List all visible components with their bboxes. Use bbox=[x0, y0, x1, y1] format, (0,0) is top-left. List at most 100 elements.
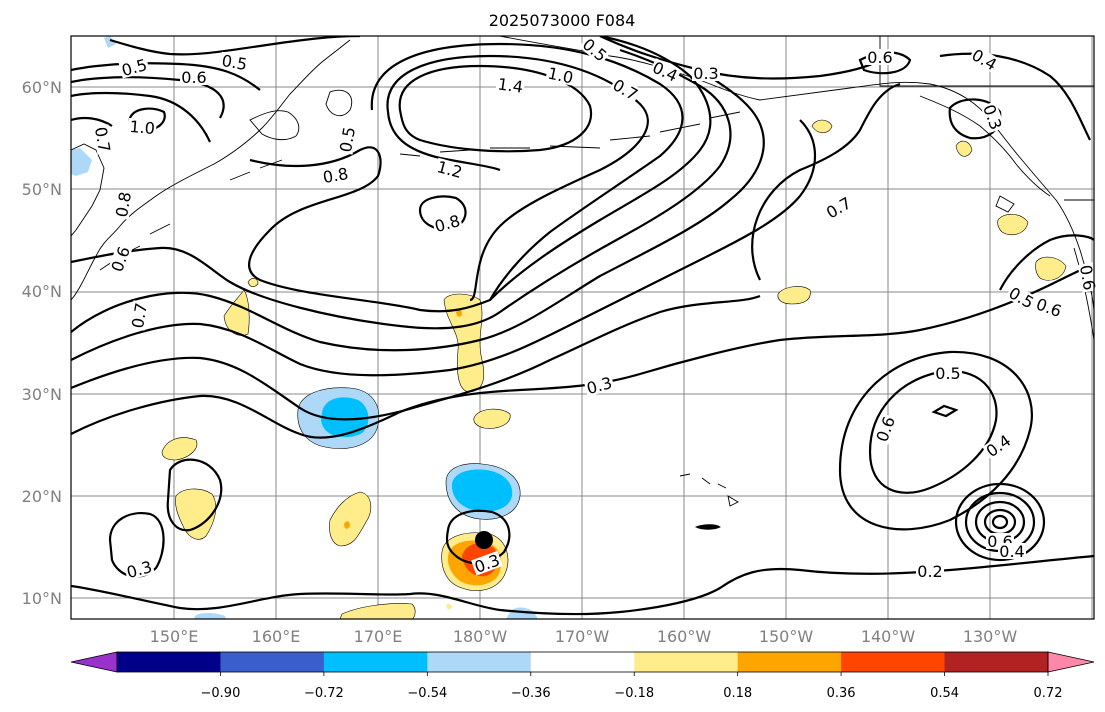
contour-label-bg bbox=[545, 64, 576, 86]
contour-0.6 bbox=[71, 69, 765, 352]
contour-label-text: 1.4 bbox=[496, 74, 524, 96]
contour-0.8 bbox=[71, 116, 113, 127]
colorbar-tick-label: −0.54 bbox=[407, 686, 447, 701]
contour-label-text: 0.2 bbox=[917, 562, 942, 581]
longitude-label: 160°E bbox=[252, 627, 301, 646]
positive-anomaly-core bbox=[344, 521, 350, 529]
contour-label-text: 0.6 bbox=[867, 48, 892, 67]
positive-anomaly-patch bbox=[175, 488, 217, 540]
longitude-label: 180°W bbox=[453, 627, 508, 646]
island-coastline bbox=[249, 110, 300, 141]
contour-label-bg bbox=[123, 557, 155, 581]
latitude-label: 50°N bbox=[22, 180, 62, 199]
positive-anomaly-patch bbox=[161, 437, 198, 461]
contour-label-bg bbox=[336, 124, 358, 155]
colorbar-bin bbox=[117, 652, 221, 672]
hawaii-islands bbox=[679, 473, 739, 507]
longitude-label: 170°W bbox=[555, 627, 610, 646]
colorbar-tick-label: 0.36 bbox=[827, 686, 856, 701]
positive-anomaly-patch bbox=[777, 286, 811, 305]
contour-label-bg bbox=[495, 75, 526, 95]
contour-0.5 bbox=[109, 36, 361, 56]
island-coastline bbox=[995, 195, 1015, 213]
contour-0.4 bbox=[838, 350, 1033, 531]
contour-label-bg bbox=[434, 157, 466, 181]
contour-0.3 bbox=[166, 458, 223, 532]
contour-1.4 bbox=[398, 64, 593, 153]
map-border bbox=[70, 35, 1095, 620]
contour-label-bg bbox=[583, 373, 615, 397]
contour-label-bg bbox=[107, 243, 133, 275]
asia-coastline bbox=[71, 39, 351, 301]
contour-0.6 bbox=[931, 404, 959, 418]
longitude-label: 150°E bbox=[150, 627, 199, 646]
positive-anomaly-patch bbox=[247, 278, 259, 288]
positive-anomaly-patch bbox=[1035, 256, 1067, 281]
colorbar-bin bbox=[427, 652, 532, 672]
contour-label-text: 0.4 bbox=[999, 542, 1024, 561]
contour-0.8 bbox=[991, 514, 1009, 530]
positive-anomaly-patch bbox=[955, 140, 973, 157]
contour-label-bg bbox=[320, 164, 351, 186]
colorbar-tick-label: −0.72 bbox=[304, 686, 344, 701]
contour-0.5 bbox=[868, 370, 998, 494]
contour-0.8 bbox=[248, 36, 712, 313]
contour-label: 0.5 bbox=[336, 124, 359, 155]
contour-0.4 bbox=[954, 482, 1046, 562]
negative-anomaly-core bbox=[321, 397, 369, 438]
contour-label: 1.4 bbox=[495, 74, 526, 97]
latitude-label: 40°N bbox=[22, 282, 62, 301]
latitude-label: 30°N bbox=[22, 385, 62, 404]
contour-label-bg bbox=[112, 189, 134, 220]
latitude-label: 60°N bbox=[22, 78, 62, 97]
contour-label: 0.2 bbox=[916, 562, 944, 581]
contour-label-bg bbox=[118, 55, 150, 79]
contour-0.3 bbox=[445, 509, 511, 565]
contour-1.0 bbox=[71, 91, 212, 143]
colorbar-tick-label: −0.18 bbox=[614, 686, 654, 701]
contour-label: 0.5 bbox=[934, 364, 962, 383]
contour-label-bg bbox=[180, 69, 208, 85]
longitude-label: 150°W bbox=[759, 627, 814, 646]
contour-label: 0.8 bbox=[112, 189, 135, 220]
contour-label: 0.5 bbox=[219, 51, 250, 74]
contour-0.6 bbox=[71, 62, 261, 91]
negative-anomaly-patch bbox=[104, 36, 116, 48]
contour-label-bg bbox=[1033, 294, 1065, 320]
storm-center-marker bbox=[475, 531, 493, 549]
contour-label-text: 0.7 bbox=[128, 301, 151, 329]
contour-0.8 bbox=[418, 195, 467, 231]
kamchatka-coastline bbox=[71, 143, 105, 237]
contour-label-bg bbox=[219, 51, 250, 73]
contour-0.5 bbox=[71, 119, 817, 377]
longitude-labels: 150°E 160°E 170°E 180°W 170°W 160°W 150°W 140°W… bbox=[150, 627, 1018, 646]
contour-label-bg bbox=[982, 430, 1015, 461]
positive-anomaly-core bbox=[456, 309, 462, 317]
contour-label: 0.7 bbox=[91, 124, 114, 155]
contour-0.7 bbox=[71, 48, 732, 330]
colorbar-bin bbox=[841, 652, 946, 672]
contour-label: 0.3 bbox=[692, 64, 720, 83]
contour-label-bg bbox=[980, 101, 1006, 133]
contour-label: 0.6 bbox=[180, 68, 208, 87]
contour-label-text: 0.7 bbox=[91, 125, 114, 153]
latitude-label: 20°N bbox=[22, 487, 62, 506]
contour-label-bg bbox=[1077, 262, 1099, 293]
longitude-label: 130°W bbox=[963, 627, 1018, 646]
latitude-labels: 60°N 50°N 40°N 30°N 20°N 10°N bbox=[22, 78, 62, 608]
positive-anomaly-patch bbox=[811, 119, 833, 134]
contour-label-bg bbox=[92, 124, 114, 155]
colorbar-tick-label: −0.90 bbox=[201, 686, 241, 701]
contour-label-bg bbox=[579, 34, 611, 65]
contour-label-bg bbox=[934, 365, 962, 381]
longitude-label: 170°E bbox=[354, 627, 403, 646]
negative-anomaly-patch bbox=[194, 613, 226, 619]
contour-0.3 bbox=[599, 36, 881, 80]
contour-label-text: 0.8 bbox=[321, 164, 349, 187]
aleutian-islands bbox=[399, 111, 741, 157]
panhandle-coastline bbox=[919, 95, 1051, 197]
contour-label-bg bbox=[471, 550, 503, 576]
contour-label-text: 0.5 bbox=[336, 125, 359, 153]
colorbar-bin bbox=[323, 652, 428, 672]
